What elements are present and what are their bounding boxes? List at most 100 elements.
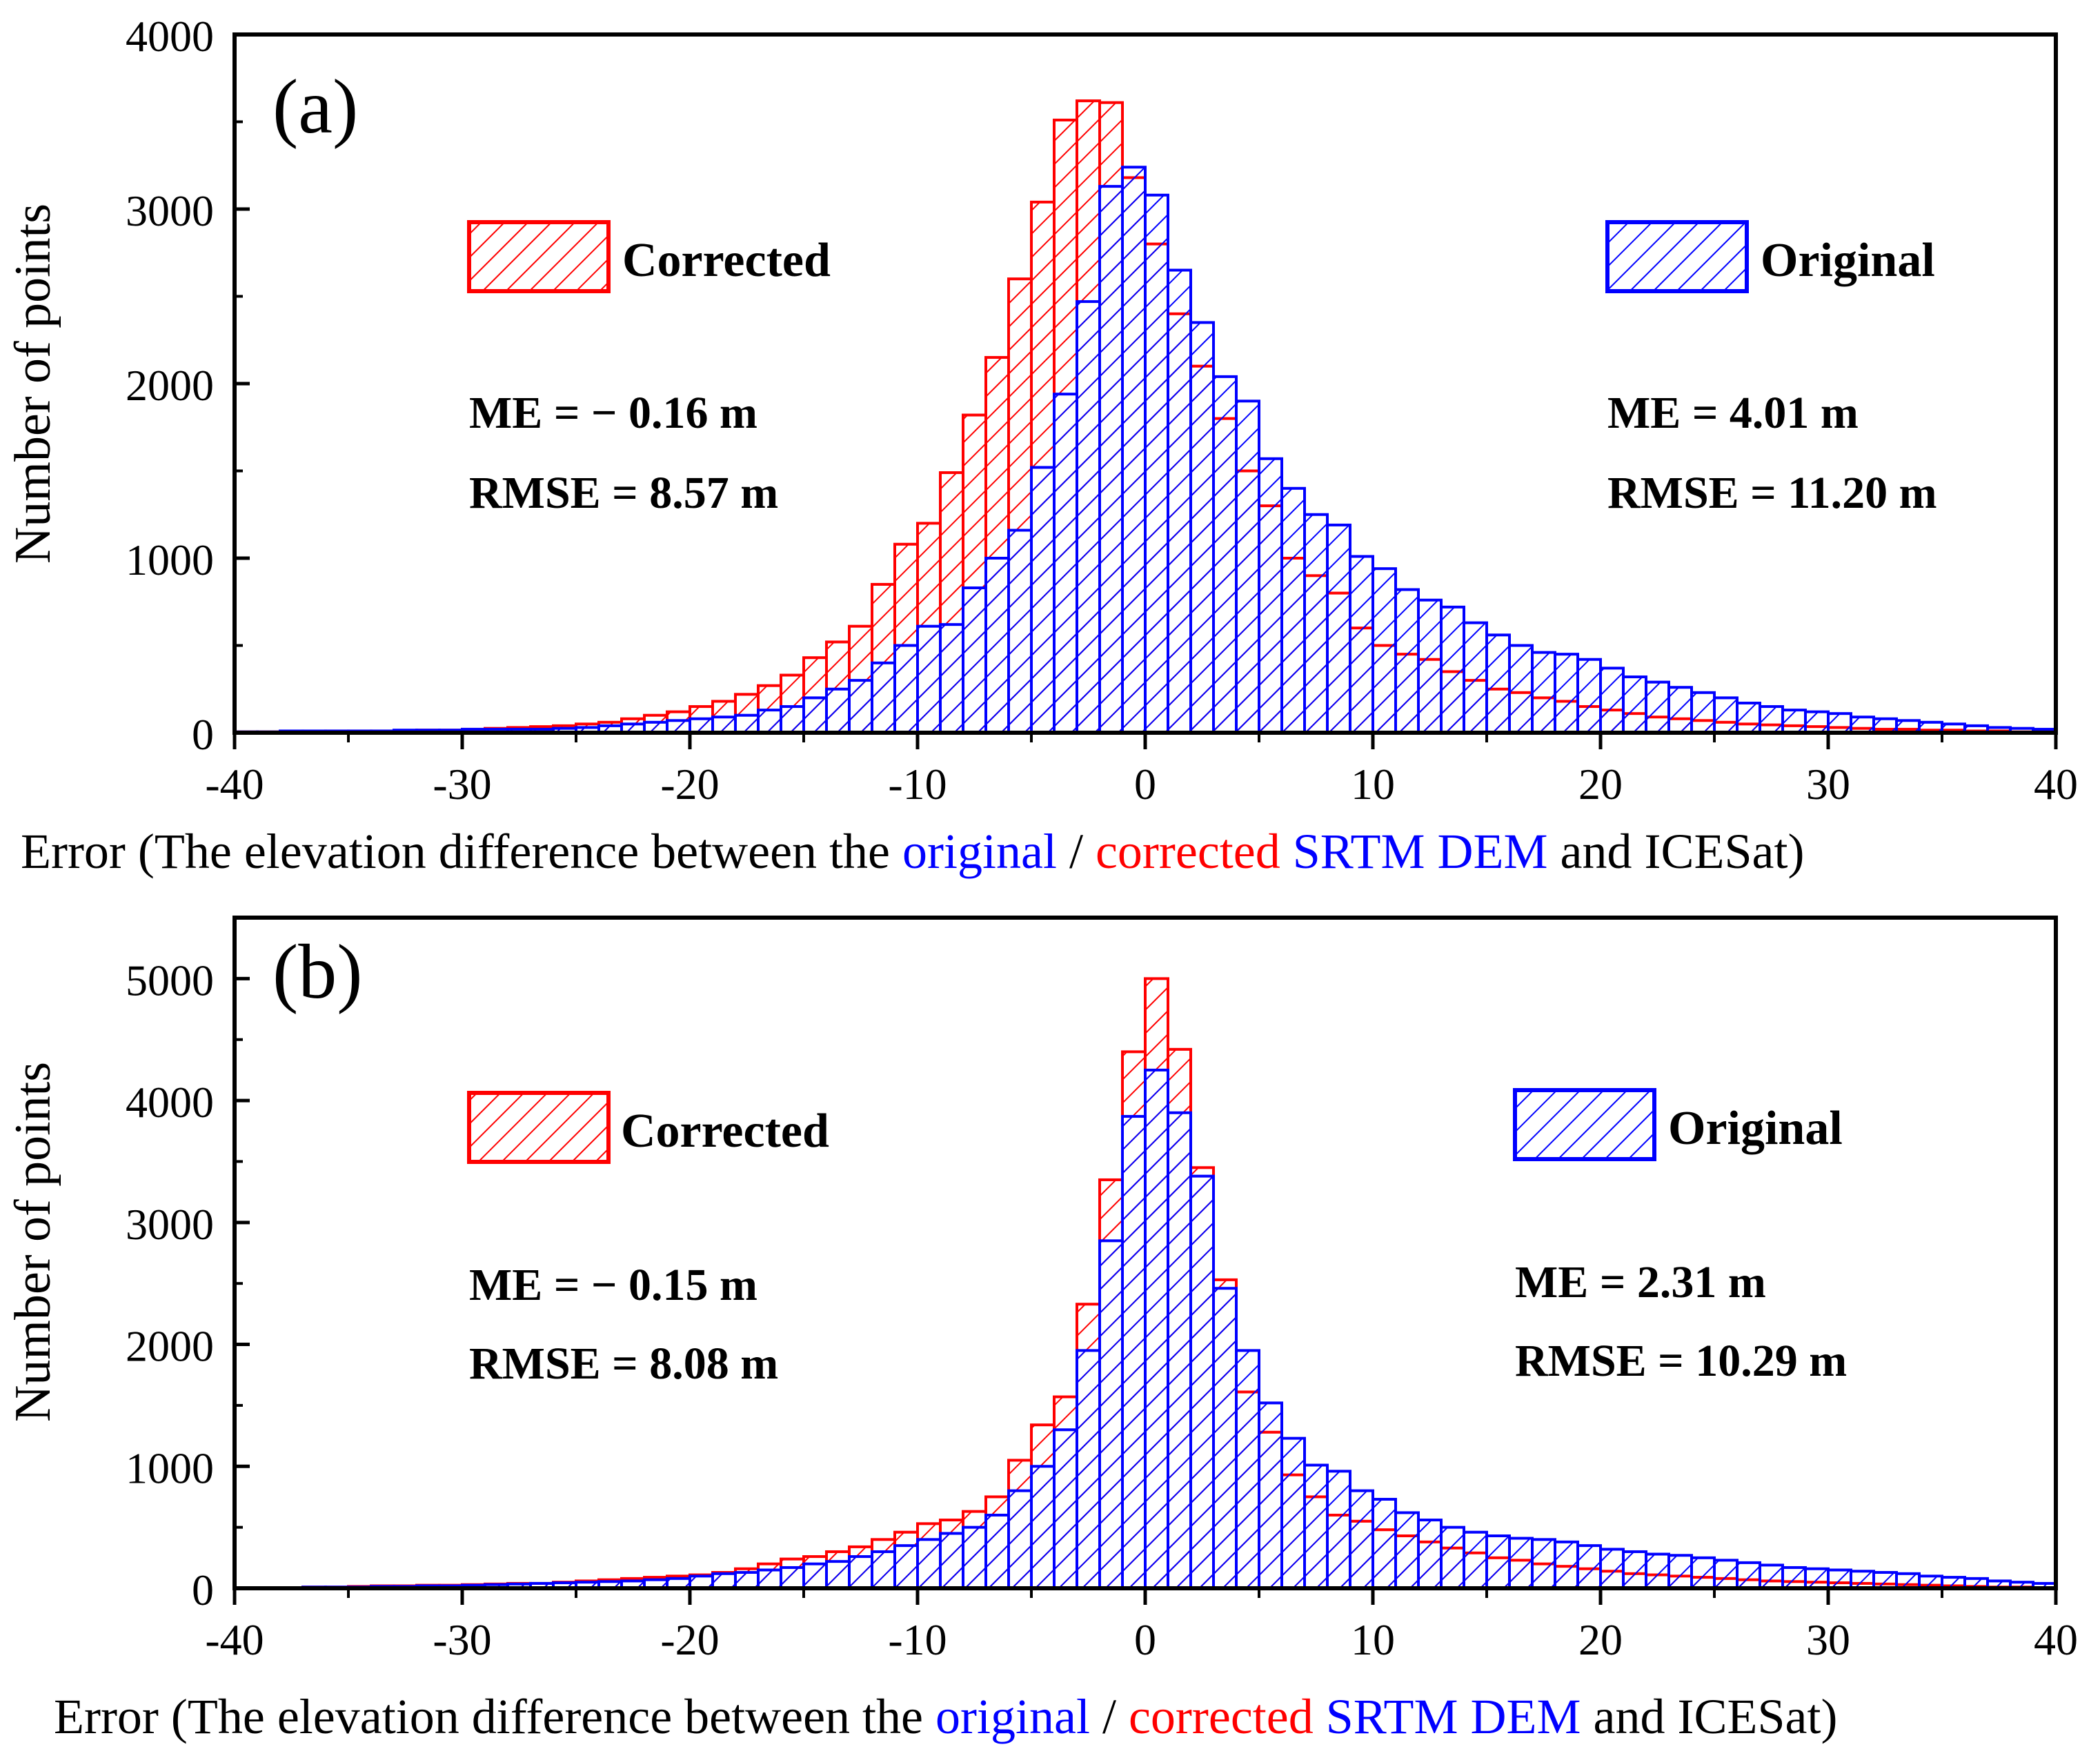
x-tick-label: 20 bbox=[1578, 760, 1623, 809]
legend-label-original-b: Original bbox=[1668, 1102, 1843, 1155]
bar-original-b bbox=[1189, 1174, 1215, 1590]
x-axis-label-b-part: and ICESat) bbox=[1581, 1689, 1838, 1744]
x-tick-label: 40 bbox=[2034, 1615, 2078, 1664]
bar-original-b bbox=[1622, 1550, 1647, 1590]
bar-original-b bbox=[1121, 1115, 1147, 1590]
bar-original-a bbox=[1690, 691, 1716, 734]
y-tick-label: 4000 bbox=[126, 12, 214, 61]
x-tick-label: 30 bbox=[1806, 1615, 1850, 1664]
bar-original-b bbox=[1144, 1068, 1169, 1590]
bar-original-a bbox=[1326, 523, 1351, 734]
stat-me-original-b: ME = 2.31 m bbox=[1515, 1257, 1766, 1307]
bar-original-a bbox=[1258, 457, 1283, 734]
bar-original-b bbox=[1053, 1428, 1078, 1590]
bar-original-b bbox=[802, 1562, 828, 1590]
bar-original-a bbox=[1212, 375, 1238, 734]
bar-original-a bbox=[711, 715, 737, 734]
x-tick-label: 40 bbox=[2034, 760, 2078, 809]
bar-original-a bbox=[848, 679, 873, 734]
bar-original-a bbox=[1576, 658, 1602, 734]
bar-original-a bbox=[802, 696, 828, 735]
bar-original-a bbox=[734, 713, 760, 734]
bar-original-b bbox=[1349, 1489, 1374, 1590]
bar-original-b bbox=[916, 1538, 942, 1590]
y-ticks-b: 0 1000 2000 3000 4000 5000 bbox=[126, 956, 250, 1614]
bar-original-a bbox=[939, 623, 964, 735]
bar-original-a bbox=[1349, 555, 1374, 734]
y-axis-label-b: Number of points bbox=[5, 1062, 61, 1422]
x-tick-label: -30 bbox=[433, 760, 491, 809]
y-tick-label: 1000 bbox=[126, 1443, 214, 1492]
legend-label-original-a: Original bbox=[1761, 234, 1935, 287]
bar-original-b bbox=[1098, 1239, 1124, 1590]
legend-swatch-corrected-b bbox=[467, 1091, 611, 1164]
bar-original-b bbox=[1759, 1563, 1784, 1590]
bar-original-a bbox=[1098, 185, 1124, 734]
x-axis-label-b-part: / bbox=[1090, 1689, 1129, 1744]
bar-original-b bbox=[1736, 1561, 1761, 1590]
bar-original-b bbox=[1326, 1470, 1351, 1590]
bar-original-b bbox=[1872, 1571, 1898, 1590]
bar-original-b bbox=[1690, 1556, 1716, 1590]
x-tick-label: -30 bbox=[433, 1615, 491, 1664]
bar-original-a bbox=[1713, 696, 1739, 735]
bar-original-b bbox=[1463, 1530, 1488, 1590]
legend-original-b: Original bbox=[1513, 1088, 1843, 1161]
y-tick-label: 3000 bbox=[126, 1200, 214, 1249]
stat-rmse-corrected-b: RMSE = 8.08 m bbox=[469, 1339, 778, 1389]
bar-original-b bbox=[893, 1544, 919, 1590]
y-ticks-a: 0 1000 2000 3000 4000 bbox=[126, 12, 250, 759]
bar-original-b bbox=[825, 1560, 851, 1590]
panel-b: 0 1000 2000 3000 4000 5000 -40 -30 -20 -10 0 10 20 3… bbox=[5, 916, 2078, 1744]
y-tick-label: 5000 bbox=[126, 956, 214, 1005]
bar-original-b bbox=[1713, 1559, 1739, 1590]
bar-original-b bbox=[1030, 1465, 1056, 1590]
bar-original-b bbox=[1781, 1566, 1807, 1590]
y-tick-label: 0 bbox=[192, 710, 214, 759]
x-axis-label-a-part: and ICESat) bbox=[1548, 824, 1805, 879]
x-tick-label: -20 bbox=[660, 760, 719, 809]
bar-original-a bbox=[1599, 666, 1625, 735]
bar-original-a bbox=[1508, 644, 1534, 734]
bar-original-a bbox=[1007, 529, 1033, 735]
bar-original-b bbox=[984, 1513, 1010, 1590]
bar-original-a bbox=[893, 644, 919, 734]
bar-original-a bbox=[1167, 268, 1192, 734]
bar-original-a bbox=[1030, 466, 1056, 734]
bar-original-b bbox=[1440, 1525, 1465, 1590]
bar-original-a bbox=[1144, 193, 1169, 734]
x-axis-label-b: Error (The elevation difference between … bbox=[54, 1689, 1837, 1744]
bar-original-a bbox=[962, 586, 987, 735]
bar-original-b bbox=[1280, 1436, 1306, 1590]
bar-original-a bbox=[1371, 567, 1397, 734]
bar-original-a bbox=[825, 687, 851, 734]
x-axis-label-a-part: SRTM DEM bbox=[1280, 824, 1548, 879]
x-tick-label: -10 bbox=[888, 760, 947, 809]
legend-swatch-corrected-a bbox=[467, 220, 611, 293]
stat-rmse-original-b: RMSE = 10.29 m bbox=[1515, 1336, 1847, 1386]
bar-original-a bbox=[1189, 321, 1215, 734]
bar-original-a bbox=[1850, 715, 1875, 734]
bar-original-a bbox=[1280, 486, 1306, 734]
bar-original-b bbox=[780, 1566, 805, 1590]
bar-original-a bbox=[1645, 680, 1670, 735]
x-axis-label-a-part: corrected bbox=[1096, 824, 1280, 879]
legend-label-corrected-a: Corrected bbox=[622, 234, 831, 287]
panel-label-a: (a) bbox=[273, 64, 358, 150]
y-tick-label: 2000 bbox=[126, 1322, 214, 1371]
bar-original-a bbox=[1759, 705, 1784, 735]
bar-original-a bbox=[1554, 653, 1579, 735]
y-axis-label-a: Number of points bbox=[5, 204, 61, 564]
bar-original-b bbox=[1895, 1572, 1921, 1590]
x-tick-label: 10 bbox=[1351, 760, 1395, 809]
bar-original-a bbox=[1394, 588, 1420, 734]
x-tick-label: -10 bbox=[888, 1615, 947, 1664]
stat-rmse-original-a: RMSE = 11.20 m bbox=[1607, 468, 1937, 518]
bar-original-a bbox=[757, 709, 782, 734]
x-tick-label: -40 bbox=[205, 1615, 264, 1664]
bar-original-a bbox=[1667, 686, 1693, 734]
x-tick-label: -40 bbox=[205, 760, 264, 809]
legend-swatch-original-a bbox=[1605, 220, 1749, 293]
bar-original-b bbox=[1235, 1349, 1260, 1590]
bar-original-b bbox=[1076, 1349, 1101, 1590]
